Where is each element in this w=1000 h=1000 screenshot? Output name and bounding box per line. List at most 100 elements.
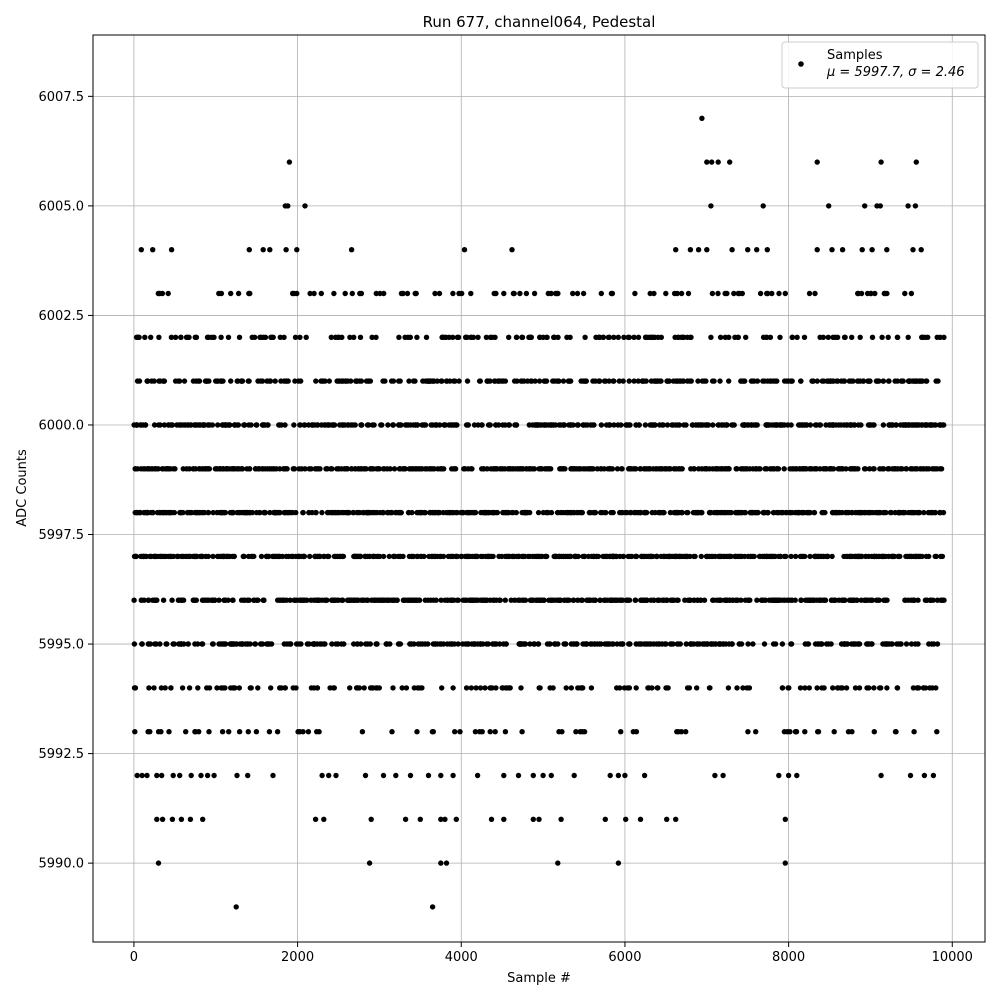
data-point <box>847 466 853 472</box>
data-point <box>246 290 252 297</box>
data-point <box>324 597 330 603</box>
data-point <box>830 685 836 691</box>
data-point <box>406 553 413 560</box>
data-point <box>302 466 308 472</box>
data-point <box>373 290 379 297</box>
data-point <box>334 597 340 603</box>
data-point <box>385 422 391 428</box>
data-point <box>592 597 598 603</box>
data-point <box>460 597 466 603</box>
data-point <box>454 597 461 603</box>
data-point <box>139 772 145 779</box>
data-point <box>560 378 567 384</box>
data-point <box>862 203 868 209</box>
data-point <box>699 509 705 516</box>
data-point <box>695 641 701 647</box>
data-point <box>673 816 679 822</box>
data-point <box>477 378 483 384</box>
data-point <box>762 597 768 603</box>
data-point <box>284 378 290 384</box>
data-point <box>442 422 449 428</box>
data-point <box>281 334 287 340</box>
data-point <box>251 597 257 603</box>
data-point <box>625 422 631 428</box>
data-point <box>777 334 783 340</box>
data-point <box>559 729 565 735</box>
data-point <box>603 509 609 516</box>
data-point <box>423 334 430 340</box>
data-point <box>210 509 216 516</box>
data-point <box>857 334 863 340</box>
data-point <box>576 509 582 516</box>
data-point <box>765 509 771 516</box>
data-point <box>869 641 875 647</box>
data-point <box>439 685 445 691</box>
data-point <box>885 334 891 340</box>
data-point <box>844 641 851 647</box>
data-point <box>868 597 874 603</box>
data-point <box>672 553 679 560</box>
data-point <box>231 553 237 560</box>
data-point <box>537 422 543 428</box>
data-point <box>300 729 306 735</box>
data-point <box>829 553 835 560</box>
data-point <box>244 597 251 603</box>
data-point <box>358 290 365 297</box>
data-point <box>720 772 726 779</box>
data-point <box>745 247 751 253</box>
data-point <box>165 422 172 428</box>
data-point <box>218 334 224 340</box>
data-point <box>620 378 626 384</box>
data-point <box>778 509 785 516</box>
data-point <box>144 772 150 779</box>
data-point <box>895 466 901 472</box>
data-point <box>158 685 165 691</box>
data-point <box>796 509 803 516</box>
data-point <box>770 641 777 647</box>
data-point <box>600 334 606 340</box>
data-point <box>297 422 303 428</box>
data-point <box>934 641 941 647</box>
data-point <box>485 641 491 647</box>
data-point <box>406 466 413 472</box>
data-point <box>543 509 549 516</box>
data-point <box>452 729 458 735</box>
data-point <box>706 685 713 691</box>
data-point <box>376 685 382 691</box>
data-point <box>592 641 598 647</box>
data-point <box>450 685 456 691</box>
data-point <box>437 509 443 516</box>
data-point <box>509 247 515 253</box>
data-point <box>347 685 353 691</box>
data-point <box>675 597 681 603</box>
data-point <box>297 334 303 340</box>
data-point <box>221 641 228 647</box>
data-point <box>829 466 835 472</box>
data-point <box>869 247 875 253</box>
data-point <box>440 641 447 647</box>
data-point <box>807 553 813 560</box>
data-point <box>257 641 264 647</box>
data-point <box>770 597 777 603</box>
data-point <box>779 685 786 691</box>
data-point <box>147 729 153 735</box>
data-point <box>357 334 364 340</box>
data-point <box>438 772 444 779</box>
data-point <box>580 290 587 297</box>
data-point <box>134 772 140 779</box>
data-point <box>695 378 701 384</box>
data-point <box>903 641 910 647</box>
data-point <box>415 685 421 691</box>
data-point <box>228 290 234 297</box>
data-point <box>667 466 673 472</box>
data-point <box>429 729 436 735</box>
data-point <box>248 685 254 691</box>
data-point <box>368 816 374 822</box>
data-point <box>575 597 581 603</box>
data-point <box>195 378 201 384</box>
data-point <box>519 334 526 340</box>
data-point <box>555 860 561 866</box>
data-point <box>554 378 560 384</box>
data-point <box>480 597 486 603</box>
data-point <box>186 466 193 472</box>
